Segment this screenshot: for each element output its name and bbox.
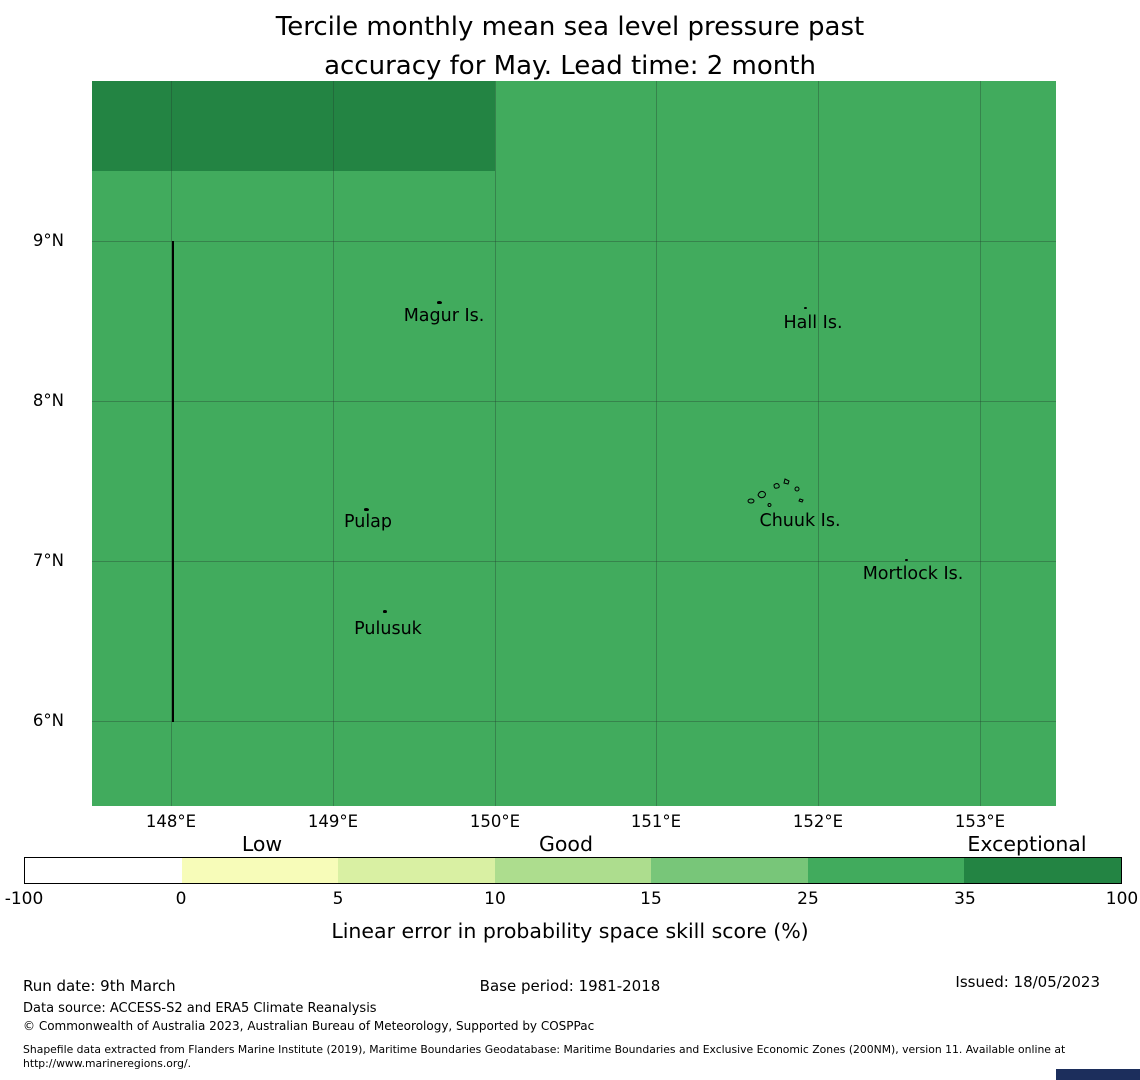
colorbar-tick-label: 100 [1105, 889, 1139, 909]
y-tick-label: 7°N [32, 551, 64, 570]
hall-island-mark [804, 307, 807, 309]
gridline [656, 81, 657, 806]
colorbar-segment [338, 858, 495, 883]
colorbar-tick-label: 10 [484, 889, 506, 909]
footer-brand-bar [1056, 1069, 1140, 1080]
gridline [818, 81, 819, 806]
gridline [92, 401, 1056, 402]
issued-date-text: Issued: 18/05/2023 [955, 973, 1100, 991]
colorbar-tick-label: -100 [4, 889, 44, 909]
gridline [92, 241, 1056, 242]
colorbar-segment [181, 858, 339, 883]
colorbar-tick-label: 25 [797, 889, 819, 909]
copyright-text: © Commonwealth of Australia 2023, Austra… [23, 1019, 595, 1033]
base-period-text: Base period: 1981-2018 [479, 977, 661, 995]
maritime-boundary-line [172, 241, 174, 722]
y-tick-label: 6°N [32, 711, 64, 730]
island-label-chuuk: Chuuk Is. [759, 511, 841, 531]
colorbar-segment [964, 858, 1122, 883]
colorbar-tick-label: 5 [332, 889, 344, 909]
legend-category-good: Good [539, 832, 593, 856]
x-tick-label: 150°E [469, 812, 521, 831]
colorbar-segment [807, 858, 965, 883]
island-label-hall: Hall Is. [783, 313, 843, 333]
map-area: Magur Is. Hall Is. Pulap Chuuk Is. Mortl… [92, 81, 1056, 806]
shapefile-attribution-text: Shapefile data extracted from Flanders M… [23, 1043, 1066, 1070]
gridline [171, 81, 172, 806]
run-date-text: Run date: 9th March [23, 977, 176, 995]
x-tick-label: 153°E [954, 812, 1006, 831]
colorbar-tick-label: 0 [175, 889, 187, 909]
gridline [92, 561, 1056, 562]
colorbar-axis-label: Linear error in probability space skill … [331, 919, 809, 943]
high-skill-region [92, 81, 495, 171]
chart-title-line2: accuracy for May. Lead time: 2 month [324, 51, 816, 81]
y-tick-label: 9°N [32, 231, 64, 250]
mortlock-island-mark [905, 559, 908, 561]
island-label-pulap: Pulap [343, 512, 393, 532]
colorbar [24, 857, 1122, 884]
chuuk-lagoon-islands-icon [747, 478, 804, 507]
chart-title-line1: Tercile monthly mean sea level pressure … [275, 12, 865, 42]
chart-title: Tercile monthly mean sea level pressure … [0, 8, 1140, 86]
x-tick-label: 149°E [307, 812, 359, 831]
gridline [92, 721, 1056, 722]
colorbar-tick-label: 15 [640, 889, 662, 909]
y-tick-label: 8°N [32, 391, 64, 410]
legend-category-low: Low [241, 832, 283, 856]
colorbar-tick-label: 35 [954, 889, 976, 909]
legend-category-exceptional: Exceptional [967, 832, 1087, 856]
colorbar-segment [25, 858, 182, 883]
colorbar-segment [651, 858, 808, 883]
gridline [980, 81, 981, 806]
island-label-mortlock: Mortlock Is. [862, 564, 964, 584]
gridline [333, 81, 334, 806]
x-tick-label: 152°E [792, 812, 844, 831]
x-tick-label: 148°E [145, 812, 197, 831]
pulap-island-mark [364, 508, 369, 511]
pulusuk-island-mark [383, 610, 387, 613]
island-label-magur: Magur Is. [403, 306, 485, 326]
colorbar-segment [494, 858, 652, 883]
island-label-pulusuk: Pulusuk [354, 619, 422, 639]
magur-island-mark [437, 301, 442, 304]
x-tick-label: 151°E [630, 812, 682, 831]
gridline [495, 81, 496, 806]
data-source-text: Data source: ACCESS-S2 and ERA5 Climate … [23, 1001, 377, 1016]
